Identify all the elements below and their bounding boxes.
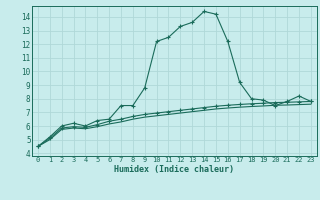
X-axis label: Humidex (Indice chaleur): Humidex (Indice chaleur) bbox=[115, 165, 234, 174]
